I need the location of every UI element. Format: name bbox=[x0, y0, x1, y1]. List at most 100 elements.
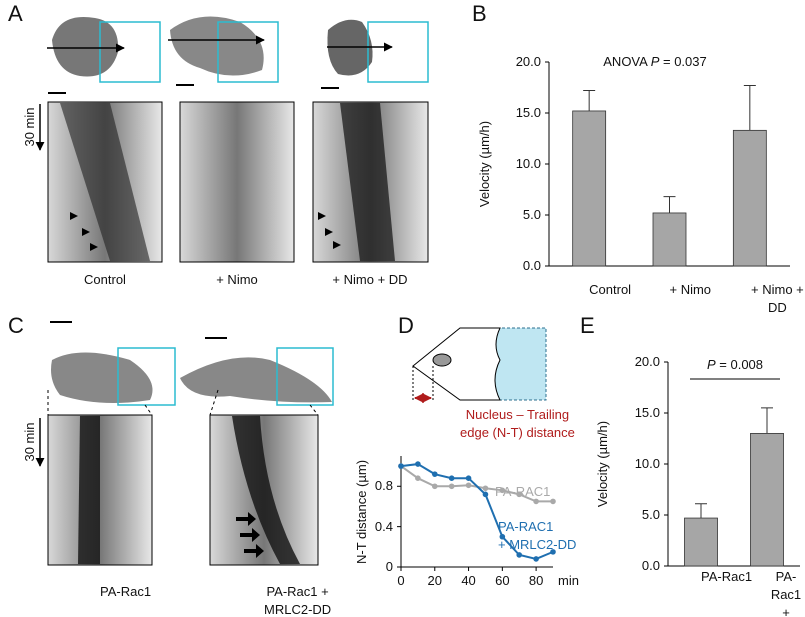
panel-label: D bbox=[398, 313, 414, 338]
kymograph bbox=[179, 101, 295, 263]
point bbox=[499, 487, 506, 494]
bar bbox=[684, 517, 718, 567]
point bbox=[465, 475, 472, 482]
x-tick-label: 80 bbox=[528, 573, 544, 588]
x-tick-label: 20 bbox=[427, 573, 442, 588]
annotation-value: = 0.008 bbox=[715, 357, 764, 372]
cell-image bbox=[51, 352, 153, 404]
point bbox=[533, 498, 539, 505]
error-bar bbox=[761, 407, 773, 434]
error-bar bbox=[663, 196, 676, 213]
arrowheads bbox=[70, 212, 341, 251]
bar bbox=[750, 432, 784, 567]
y-tick-label: 5.0 bbox=[641, 507, 660, 522]
point bbox=[516, 491, 523, 498]
roi-box bbox=[367, 21, 429, 83]
x-tick-label: 40 bbox=[461, 573, 476, 588]
x-axis-label: min bbox=[558, 573, 579, 588]
cell-image bbox=[170, 16, 264, 76]
image-caption: PA-Rac1 bbox=[100, 584, 152, 599]
y-tick-label: 0.0 bbox=[641, 558, 660, 573]
point bbox=[533, 556, 539, 562]
y-axis-label: Velocity (µm/h) bbox=[477, 120, 492, 208]
x-tick-label: PA-Rac1 + DD bbox=[770, 569, 802, 617]
panel-label: B bbox=[472, 1, 487, 26]
error-bar bbox=[695, 503, 707, 519]
error-bar bbox=[583, 90, 596, 111]
roi-box bbox=[99, 21, 161, 83]
panel-label: C bbox=[8, 313, 24, 338]
point bbox=[482, 485, 489, 492]
point bbox=[448, 475, 455, 482]
bar bbox=[572, 110, 607, 267]
y-tick-label: 20.0 bbox=[634, 354, 660, 369]
x-tick-label: 60 bbox=[495, 573, 510, 588]
time-label: 30 min bbox=[22, 422, 37, 462]
y-tick-label: 0.8 bbox=[374, 478, 393, 494]
annotation: ANOVA P = 0.037 bbox=[603, 53, 706, 71]
point bbox=[499, 533, 506, 540]
cell-outline bbox=[412, 327, 501, 401]
image-caption: Control bbox=[84, 272, 126, 287]
point bbox=[431, 483, 438, 490]
y-tick-label: 15.0 bbox=[515, 105, 541, 120]
panel-label: E bbox=[580, 313, 595, 338]
point bbox=[415, 475, 421, 482]
series-label: PA-RAC1 bbox=[495, 484, 551, 499]
point bbox=[482, 491, 489, 498]
arrows bbox=[236, 512, 264, 558]
annotation-value: = 0.037 bbox=[659, 54, 707, 69]
annotation: P = 0.008 bbox=[707, 356, 763, 374]
annotation-prefix: ANOVA bbox=[603, 54, 651, 69]
time-label: 30 min bbox=[22, 107, 37, 147]
roi-box bbox=[276, 347, 334, 406]
error-bar bbox=[743, 84, 756, 131]
y-tick-label: 0.0 bbox=[522, 258, 541, 273]
series-label: PA-RAC1 + MRLC2-DD bbox=[498, 519, 577, 552]
y-tick-label: 10.0 bbox=[634, 456, 660, 471]
point bbox=[550, 549, 556, 555]
diagram-caption: Nucleus – Trailing edge (N-T) distance bbox=[460, 407, 575, 440]
image-caption: + Nimo + DD bbox=[332, 272, 408, 287]
point bbox=[448, 483, 455, 490]
x-tick-label: + Nimo + DD bbox=[751, 282, 804, 315]
kymograph-band bbox=[340, 103, 395, 261]
y-tick-label: 10.0 bbox=[515, 156, 541, 171]
annotation-stat: P bbox=[650, 54, 660, 69]
bar bbox=[652, 212, 687, 267]
annotation-stat: P bbox=[706, 357, 716, 372]
point bbox=[516, 552, 523, 558]
x-tick-label: Control bbox=[589, 282, 632, 297]
guide-lines bbox=[412, 366, 434, 402]
panel-a-images bbox=[35, 16, 429, 263]
x-tick-label: + Nimo bbox=[669, 282, 712, 297]
y-tick-label: 0 bbox=[385, 559, 393, 574]
bar bbox=[732, 129, 767, 267]
x-tick-label: PA-Rac1 bbox=[701, 569, 753, 584]
y-tick-label: 20.0 bbox=[515, 54, 541, 69]
panel-d-diagram bbox=[412, 327, 547, 403]
point bbox=[415, 461, 421, 467]
panel-c-images bbox=[35, 321, 334, 566]
kymograph-band bbox=[232, 416, 300, 564]
x-tick-label: 0 bbox=[397, 573, 405, 588]
roi-box bbox=[117, 347, 176, 406]
point bbox=[431, 471, 438, 477]
guide-lines bbox=[47, 389, 319, 416]
y-tick-label: 5.0 bbox=[522, 207, 541, 222]
y-axis-label: Velocity (µm/h) bbox=[595, 420, 610, 508]
image-caption: PA-Rac1 + MRLC2-DD bbox=[264, 584, 332, 617]
kymograph-band bbox=[60, 103, 150, 261]
image-caption: + Nimo bbox=[216, 272, 258, 287]
y-tick-label: 0.4 bbox=[374, 518, 393, 534]
panel-label: A bbox=[8, 1, 23, 26]
roi-box bbox=[217, 21, 279, 83]
series-line bbox=[400, 463, 554, 560]
cell-image bbox=[52, 16, 119, 77]
point bbox=[398, 463, 404, 469]
point bbox=[465, 482, 472, 489]
nucleus bbox=[432, 353, 452, 367]
cell-image bbox=[180, 357, 332, 403]
